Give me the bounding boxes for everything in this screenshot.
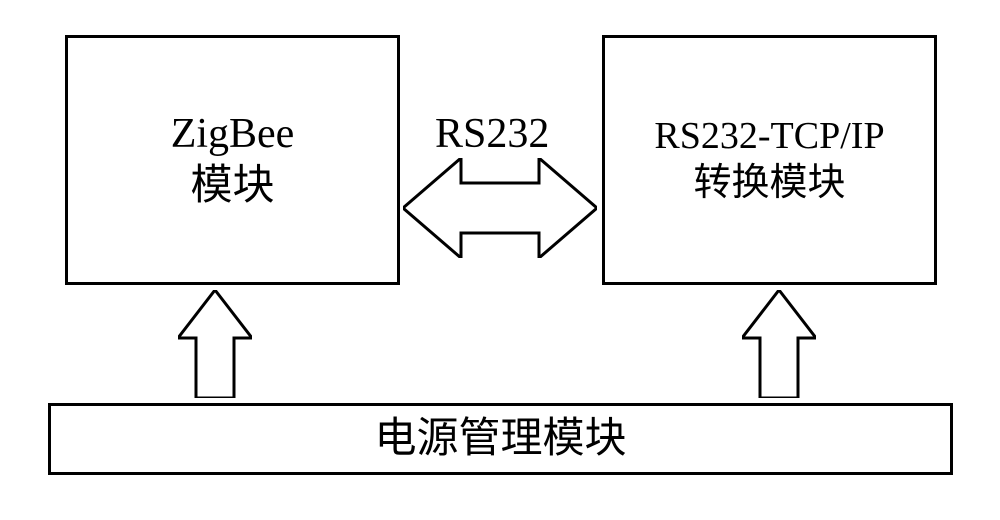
double-arrow-icon <box>403 158 597 258</box>
up-arrow-icon <box>178 290 252 398</box>
node-zigbee: ZigBee 模块 <box>65 35 400 285</box>
node-zigbee-line2: 模块 <box>171 160 295 213</box>
node-power-label: 电源管理模块 <box>374 416 626 462</box>
node-converter-line2: 转换模块 <box>654 160 884 208</box>
edge-center-label: RS232 <box>435 110 549 158</box>
up-arrow-icon <box>742 290 816 398</box>
node-converter: RS232-TCP/IP 转换模块 <box>602 35 937 285</box>
node-zigbee-line1: ZigBee <box>171 108 295 161</box>
node-converter-line1: RS232-TCP/IP <box>654 113 884 161</box>
node-power: 电源管理模块 <box>48 403 953 475</box>
diagram-canvas: ZigBee 模块 RS232-TCP/IP 转换模块 电源管理模块 RS232 <box>0 0 1000 520</box>
